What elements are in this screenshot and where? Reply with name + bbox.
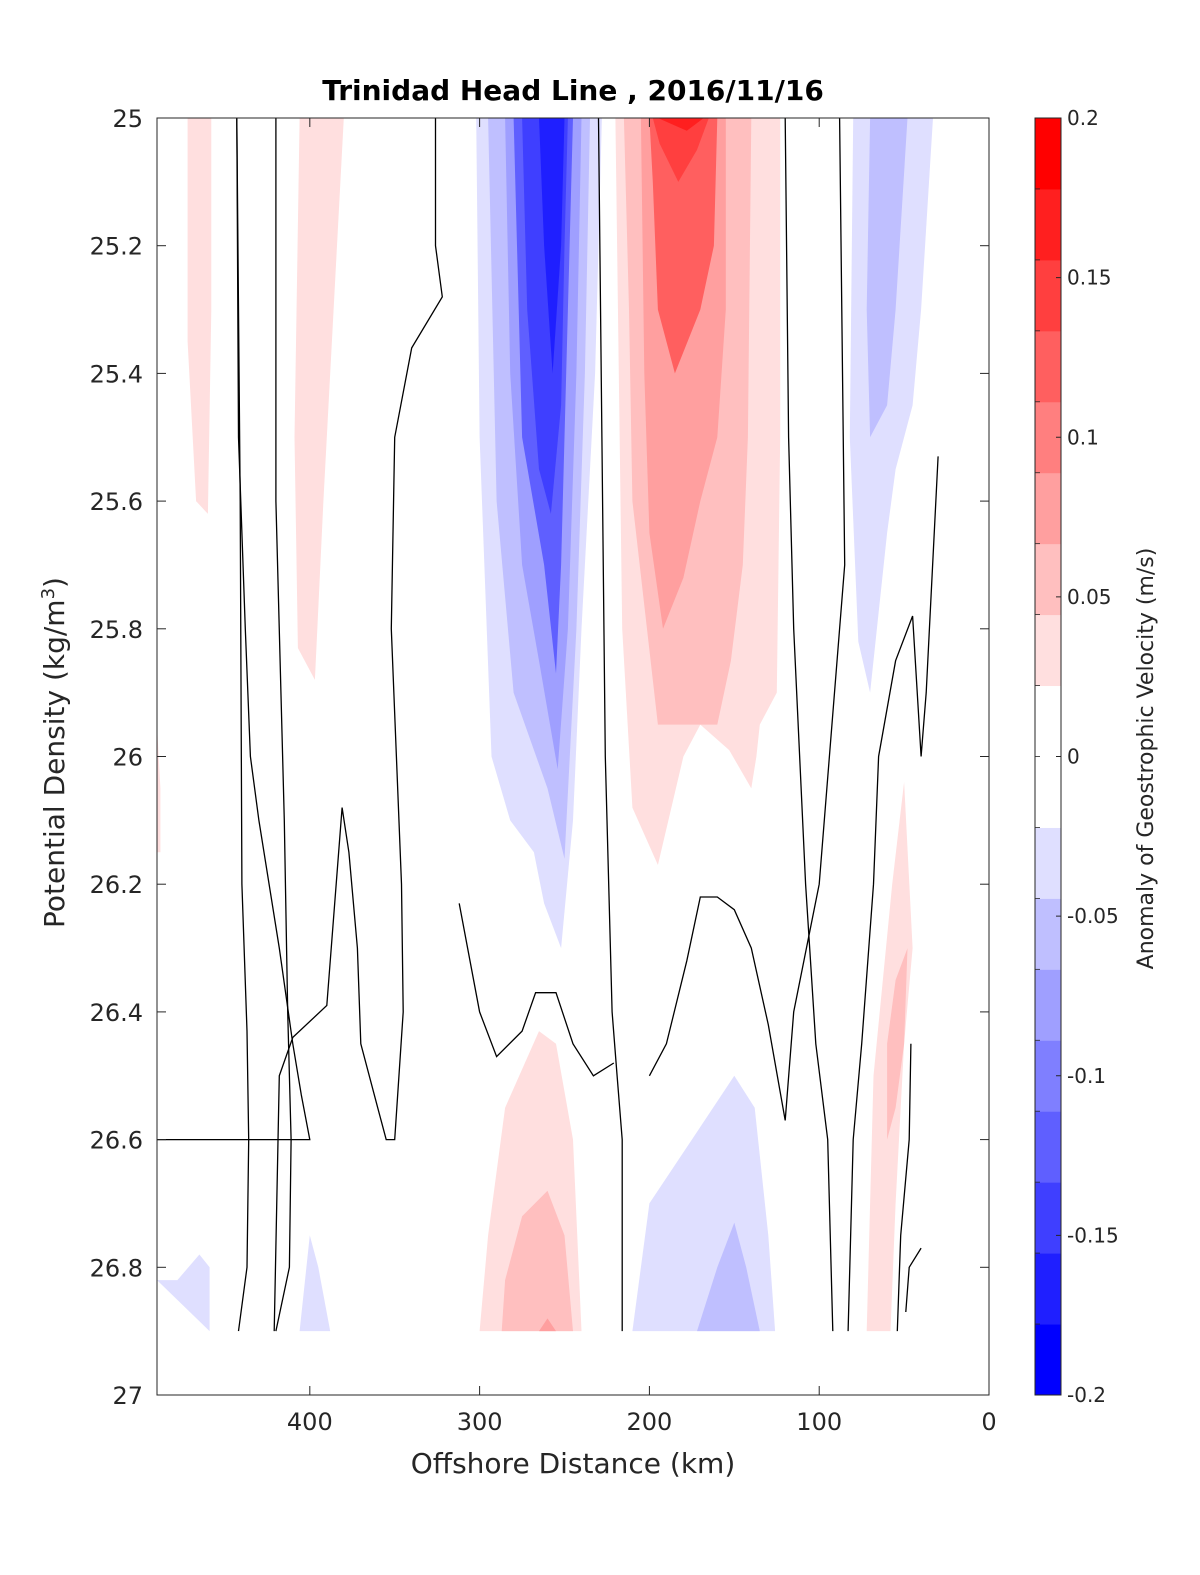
filled-region-13: [887, 948, 908, 1140]
filled-region-25: [299, 1235, 331, 1332]
colorbar-segment: [1035, 330, 1061, 403]
colorbar-segment: [1035, 969, 1061, 1041]
colorbar-tick-label: -0.15: [1067, 1223, 1119, 1247]
x-tick-label: 100: [796, 1408, 842, 1436]
filled-region-11: [539, 1318, 556, 1332]
colorbar-tick-label: -0.1: [1067, 1064, 1106, 1088]
zero-contour-line-2: [275, 118, 292, 1332]
filled-region-21: [697, 1222, 760, 1332]
filled-region-8: [657, 118, 704, 131]
colorbar-tick-label: 0.05: [1067, 585, 1112, 609]
colorbar-segment: [1035, 1182, 1061, 1254]
colorbar-tick-label: -0.2: [1067, 1383, 1106, 1407]
y-tick-label: 27: [112, 1382, 143, 1410]
y-tick-label: 26.6: [90, 1127, 143, 1155]
filled-region-2: [157, 724, 161, 853]
zero-contour-line-7: [784, 117, 834, 1332]
y-axis-title-superscript: 3: [38, 588, 59, 599]
colorbar-segment: [1035, 1324, 1061, 1396]
y-axis-title: Potential Density (kg/m3): [38, 577, 72, 928]
y-axis-title-close: ): [38, 577, 71, 588]
colorbar-tick-label: 0.1: [1067, 425, 1099, 449]
zero-contour-lines: [157, 117, 939, 1332]
filled-region-24: [157, 1254, 210, 1332]
colorbar-tick-label: 0: [1067, 745, 1080, 769]
colorbar-segment: [1035, 1253, 1061, 1325]
filled-region-23: [866, 118, 908, 438]
colorbar: 0.2 0.15 0.1 0.05 0 -0.05 -0.1 -0.15 -0.2: [1034, 106, 1119, 1407]
colorbar-tick-label: 0.2: [1067, 106, 1099, 130]
colorbar-title: Anomaly of Geostrophic Velocity (m/s): [1134, 548, 1159, 970]
filled-region-19: [539, 118, 565, 374]
y-tick-label: 25.4: [90, 360, 143, 388]
y-tick-label: 25.6: [90, 488, 143, 516]
zero-contour-line-5: [458, 903, 615, 1077]
zero-contour-line-10: [905, 1247, 922, 1313]
colorbar-segment: [1035, 543, 1061, 616]
y-tick-label: 25.2: [90, 233, 143, 261]
zero-contour-line-9: [896, 1043, 912, 1332]
x-tick-label: 400: [287, 1408, 333, 1436]
y-tick-label: 26.4: [90, 999, 143, 1027]
y-tick-label: 25.8: [90, 616, 143, 644]
colorbar-segment: [1035, 827, 1061, 899]
colorbar-segment: [1035, 472, 1061, 545]
x-tick-label: 300: [457, 1408, 503, 1436]
y-axis-title-main: Potential Density (kg/m: [38, 599, 71, 928]
x-tick-label: 0: [981, 1408, 996, 1436]
zero-contour-line-6: [648, 117, 846, 1121]
filled-region-7: [652, 118, 709, 182]
filled-region-0: [187, 118, 212, 514]
colorbar-segment: [1035, 756, 1061, 828]
filled-region-10: [501, 1190, 573, 1332]
colorbar-segment: [1035, 1111, 1061, 1183]
y-tick-label: 26.8: [90, 1254, 143, 1282]
zero-contour-line-0: [157, 117, 311, 1141]
colorbar-segment: [1035, 118, 1061, 190]
filled-region-20: [632, 1075, 776, 1332]
filled-region-6: [649, 118, 718, 374]
colorbar-segment: [1035, 259, 1061, 332]
x-axis-title: Offshore Distance (km): [411, 1447, 736, 1480]
y-tick-label: 26: [112, 744, 143, 772]
colorbar-tick-label: -0.05: [1067, 904, 1119, 928]
axis-ticks: 400 300 200 100 0 25 25.2 25.4 25.6 25.8 26 26.2 26.…: [90, 105, 997, 1436]
y-tick-label: 25: [112, 105, 143, 133]
colorbar-tick-label: 0.15: [1067, 266, 1112, 290]
colorbar-segment: [1035, 614, 1061, 687]
zero-contour-line-8: [847, 456, 939, 1332]
x-tick-label: 200: [627, 1408, 673, 1436]
zero-contour-line-4: [597, 117, 623, 1332]
colorbar-segment: [1035, 898, 1061, 970]
zero-contour-line-3: [273, 118, 443, 1332]
filled-region-1: [294, 118, 344, 680]
y-tick-label: 26.2: [90, 871, 143, 899]
filled-contour-regions: [157, 118, 933, 1332]
colorbar-segment: [1035, 188, 1061, 261]
chart-title: Trinidad Head Line , 2016/11/16: [322, 74, 824, 107]
colorbar-segment: [1035, 685, 1061, 757]
zero-contour-line-1: [236, 117, 250, 1332]
